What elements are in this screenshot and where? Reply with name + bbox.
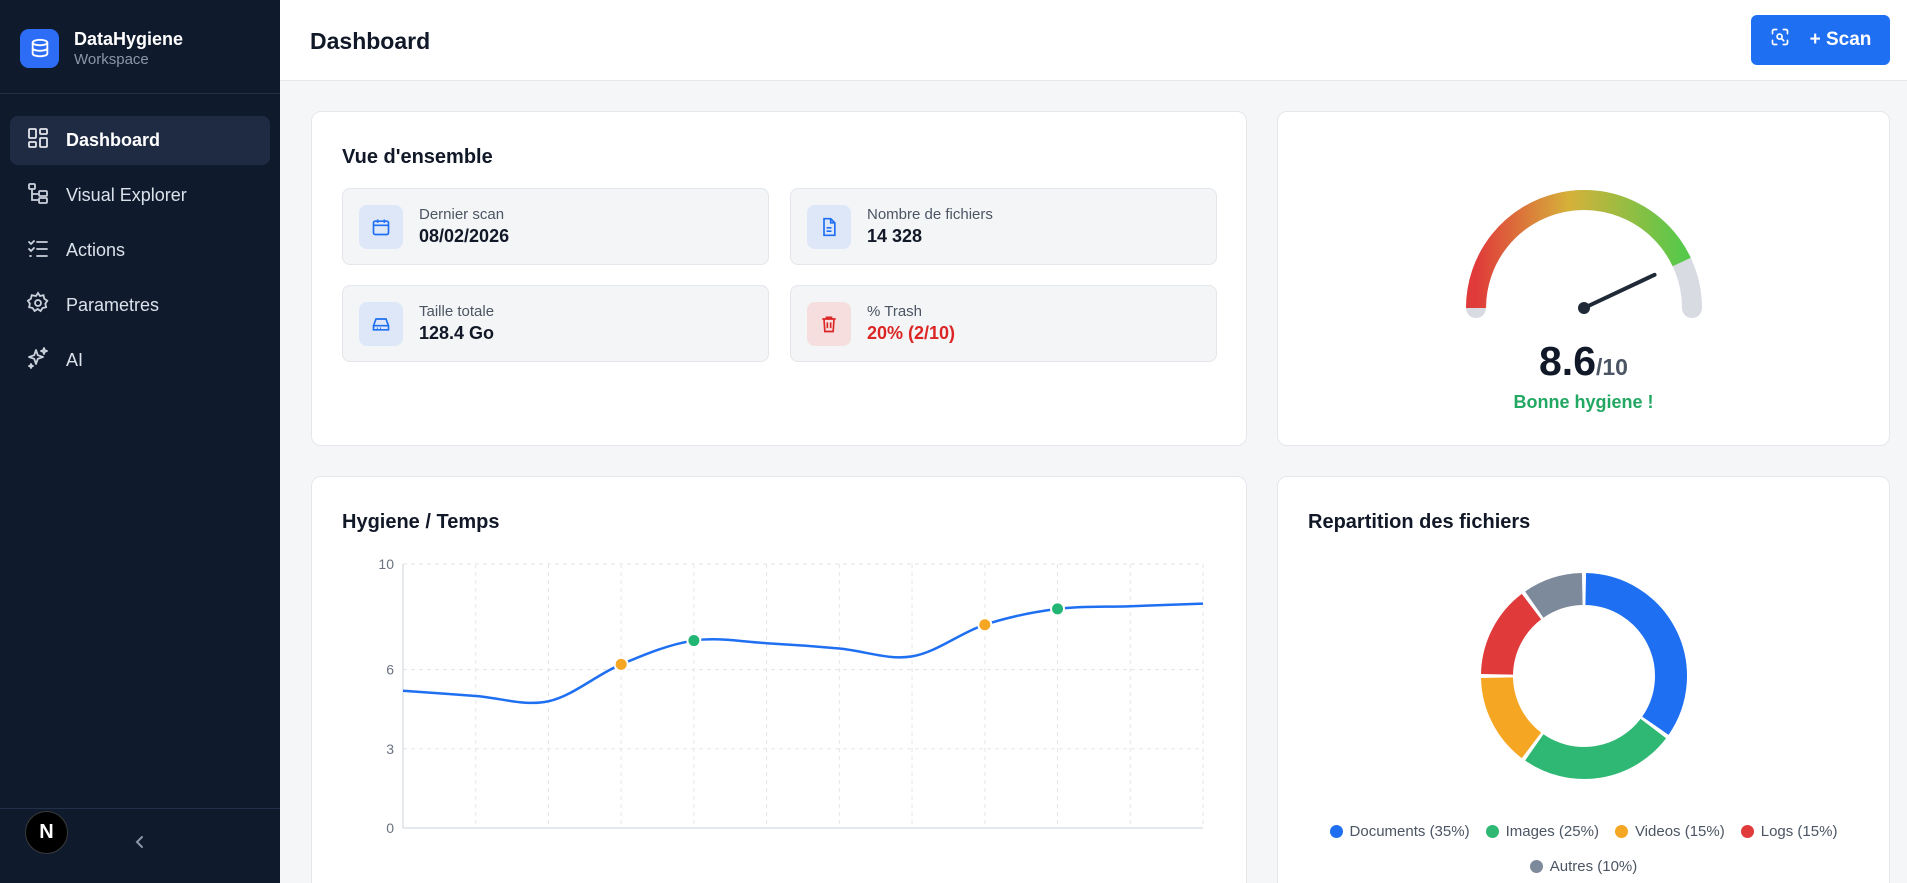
- data-point: [613, 656, 629, 672]
- legend-swatch: [1485, 825, 1499, 838]
- legend-label: Autres (10%): [1549, 858, 1638, 875]
- legend-item[interactable]: Logs (15%): [1740, 823, 1838, 840]
- stat-value: 14 328: [867, 226, 923, 246]
- stat-file-count: Nombre de fichiers 14 328: [790, 188, 1217, 265]
- legend-swatch: [1740, 825, 1754, 838]
- legend-item[interactable]: Autres (10%): [1529, 858, 1638, 875]
- legend-item[interactable]: Videos (15%): [1614, 823, 1725, 840]
- series-line: [402, 602, 1204, 705]
- database-icon: [20, 29, 59, 68]
- overview-card: Vue d'ensemble Dernier scan 08/02/2026 N…: [311, 111, 1247, 446]
- legend-item[interactable]: Documents (35%): [1329, 823, 1470, 840]
- gauge-score: 8.6/10: [1278, 338, 1889, 385]
- hygiene-chart-card: Hygiene / Temps 03610JanFevMarAvrMaiJunJ…: [311, 476, 1247, 883]
- hygiene-line-chart: 03610JanFevMarAvrMaiJunJulAouSepOctNovDe…: [378, 556, 1204, 836]
- donut-legend: Documents (35%) Images (25%) Videos (15%) L…: [1278, 823, 1889, 840]
- gauge-pivot: [1578, 302, 1590, 314]
- donut-slice: [1584, 573, 1687, 735]
- overview-title: Vue d'ensemble: [342, 146, 493, 168]
- sidebar-nav: Dashboard Visual Explorer Actions Parame…: [10, 116, 270, 391]
- score-value: 8.6: [1539, 338, 1596, 384]
- avatar[interactable]: N: [25, 811, 68, 854]
- stat-value: 20% (2/10): [867, 323, 956, 343]
- scan-label: + Scan: [1809, 29, 1872, 50]
- brand-name: DataHygiene: [74, 29, 184, 49]
- gear-icon: [26, 291, 50, 320]
- stat-label: % Trash: [867, 303, 923, 320]
- sidebar-item-label: AI: [66, 350, 84, 370]
- file-distribution-donut: [1481, 573, 1687, 779]
- sidebar-divider: [0, 93, 280, 94]
- donut-slice: [1525, 718, 1667, 779]
- gauge-track: [1466, 190, 1702, 318]
- checklist-icon: [26, 236, 50, 265]
- drive-icon: [359, 302, 403, 346]
- y-tick-label: 0: [386, 820, 394, 836]
- sparkles-icon: [26, 346, 50, 375]
- data-point: [1050, 601, 1066, 617]
- sidebar-item-dashboard[interactable]: Dashboard: [10, 116, 270, 165]
- legend-label: Documents (35%): [1349, 823, 1470, 840]
- stat-label: Taille totale: [419, 303, 495, 320]
- tree-icon: [26, 181, 50, 210]
- brand-subtitle: Workspace: [74, 51, 149, 68]
- score-status: Bonne hygiene !: [1513, 392, 1654, 412]
- donut-slice: [1525, 573, 1584, 619]
- sidebar-item-label: Dashboard: [66, 130, 161, 150]
- donut-legend-row-2: Autres (10%): [1278, 858, 1889, 875]
- sidebar-item-actions[interactable]: Actions: [10, 226, 270, 275]
- data-point: [977, 617, 993, 633]
- avatar-initial: N: [39, 821, 54, 843]
- collapse-sidebar-button[interactable]: [130, 833, 150, 855]
- y-tick-label: 6: [386, 662, 394, 678]
- data-point: [686, 633, 702, 649]
- score-denominator: /10: [1596, 354, 1628, 380]
- sidebar: DataHygiene Workspace Dashboard Visual E…: [0, 0, 280, 883]
- hygiene-gauge: [1466, 190, 1702, 318]
- top-header: Dashboard + Scan: [280, 0, 1907, 81]
- legend-label: Images (25%): [1505, 823, 1599, 840]
- brand[interactable]: DataHygiene Workspace: [20, 28, 183, 69]
- legend-swatch: [1529, 860, 1543, 873]
- gauge-needle: [1582, 272, 1657, 310]
- y-tick-label: 3: [386, 741, 394, 757]
- legend-label: Logs (15%): [1760, 823, 1838, 840]
- stat-value: 08/02/2026: [419, 226, 510, 246]
- trash-icon: [807, 302, 851, 346]
- dashboard-icon: [26, 126, 50, 155]
- donut-slice: [1481, 676, 1542, 759]
- scan-icon: [1770, 27, 1810, 53]
- legend-swatch: [1329, 825, 1343, 838]
- sidebar-item-label: Actions: [66, 240, 126, 260]
- legend-label: Videos (15%): [1634, 823, 1725, 840]
- legend-swatch: [1614, 825, 1628, 838]
- scan-button[interactable]: + Scan: [1751, 15, 1890, 65]
- page-title: Dashboard: [310, 28, 431, 54]
- legend-item[interactable]: Images (25%): [1485, 823, 1599, 840]
- calendar-icon: [359, 205, 403, 249]
- stat-last-scan: Dernier scan 08/02/2026: [342, 188, 769, 265]
- sidebar-item-ai[interactable]: AI: [10, 336, 270, 385]
- stat-total-size: Taille totale 128.4 Go: [342, 285, 769, 362]
- stat-label: Dernier scan: [419, 206, 505, 223]
- sidebar-item-label: Parametres: [66, 295, 160, 315]
- hygiene-chart-title: Hygiene / Temps: [342, 511, 500, 533]
- file-icon: [807, 205, 851, 249]
- gauge-fill: [1466, 190, 1691, 309]
- sidebar-item-parametres[interactable]: Parametres: [10, 281, 270, 330]
- sidebar-item-label: Visual Explorer: [66, 185, 187, 205]
- y-tick-label: 10: [378, 556, 394, 572]
- file-distribution-title: Repartition des fichiers: [1308, 511, 1531, 533]
- donut-slice: [1481, 593, 1542, 676]
- stat-label: Nombre de fichiers: [867, 206, 993, 223]
- file-distribution-card: Repartition des fichiers Documents (35%)…: [1277, 476, 1890, 883]
- sidebar-item-visual-explorer[interactable]: Visual Explorer: [10, 171, 270, 220]
- score-card: 8.6/10 Bonne hygiene !: [1277, 111, 1890, 446]
- sidebar-footer-divider: [0, 808, 280, 809]
- chevron-left-icon: [134, 835, 146, 854]
- stat-trash: % Trash 20% (2/10): [790, 285, 1217, 362]
- stat-value: 128.4 Go: [419, 323, 495, 343]
